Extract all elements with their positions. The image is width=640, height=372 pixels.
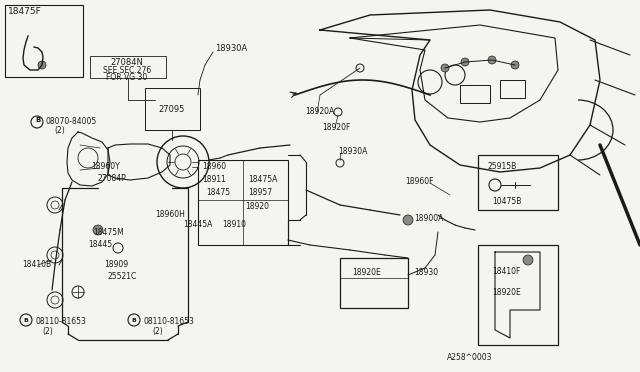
Text: 18920: 18920: [245, 202, 269, 211]
Text: 18475M: 18475M: [93, 228, 124, 237]
Circle shape: [441, 64, 449, 72]
Text: 18909: 18909: [104, 260, 128, 269]
Bar: [500, 80, 525, 98]
Text: 08110-81653: 08110-81653: [143, 317, 194, 326]
Text: 18900A: 18900A: [414, 214, 444, 223]
Text: SEE SEC.276: SEE SEC.276: [103, 66, 151, 75]
Text: 18920E: 18920E: [492, 288, 521, 297]
Circle shape: [403, 215, 413, 225]
Text: 18920E: 18920E: [352, 268, 381, 277]
Bar: [145, 88, 200, 130]
Text: 18920F: 18920F: [322, 123, 350, 132]
Text: 18475F: 18475F: [8, 7, 42, 16]
Circle shape: [488, 56, 496, 64]
Text: 10475B: 10475B: [492, 197, 522, 206]
Text: 18475A: 18475A: [248, 175, 277, 184]
Text: B: B: [35, 117, 40, 123]
Text: 18410B: 18410B: [22, 260, 51, 269]
Text: B: B: [132, 317, 136, 323]
Text: 18910: 18910: [222, 220, 246, 229]
Text: (2): (2): [152, 327, 163, 336]
Bar: [198, 160, 288, 245]
Text: A258^0003: A258^0003: [447, 353, 493, 362]
Bar: [478, 155, 558, 210]
Text: 18445: 18445: [88, 240, 112, 249]
Circle shape: [93, 225, 103, 235]
Text: 18920A: 18920A: [305, 107, 334, 116]
Bar: [5, 5, 83, 77]
Text: 18410F: 18410F: [492, 267, 520, 276]
Text: 18911: 18911: [202, 175, 226, 184]
Text: 27084N: 27084N: [111, 58, 143, 67]
Bar: [340, 258, 408, 308]
Circle shape: [38, 61, 46, 69]
Text: 08070-84005: 08070-84005: [46, 117, 97, 126]
Text: 27095: 27095: [159, 105, 185, 114]
Text: 18960Y: 18960Y: [91, 162, 120, 171]
Text: 18445A: 18445A: [183, 220, 212, 229]
Circle shape: [511, 61, 519, 69]
Text: B: B: [24, 317, 28, 323]
Text: 25521C: 25521C: [108, 272, 137, 281]
Text: 18960: 18960: [202, 162, 226, 171]
Bar: [460, 85, 490, 103]
Bar: [478, 245, 558, 345]
Text: (2): (2): [54, 126, 65, 135]
Text: (2): (2): [42, 327, 52, 336]
Text: 18475: 18475: [206, 188, 230, 197]
Text: 18930A: 18930A: [215, 44, 247, 53]
Text: FOR VG 30: FOR VG 30: [106, 73, 148, 82]
Text: 18930A: 18930A: [338, 147, 367, 156]
Circle shape: [461, 58, 469, 66]
Bar: [90, 56, 166, 78]
Text: 18960F: 18960F: [405, 177, 433, 186]
Circle shape: [523, 255, 533, 265]
Text: 18957: 18957: [248, 188, 272, 197]
Text: 25915B: 25915B: [488, 162, 517, 171]
Text: 18960H: 18960H: [155, 210, 185, 219]
Text: 08110-81653: 08110-81653: [35, 317, 86, 326]
Text: 27084P: 27084P: [97, 174, 125, 183]
Text: 18930: 18930: [414, 268, 438, 277]
